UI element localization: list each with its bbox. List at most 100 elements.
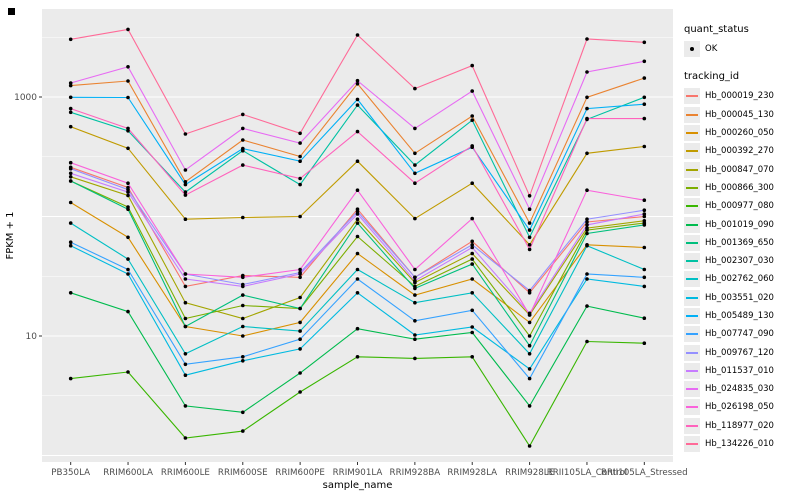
- legend-entry-label: Hb_002307_030: [705, 256, 774, 267]
- data-point: [126, 193, 130, 198]
- legend-entry-Hb_000019_230: Hb_000019_230: [684, 87, 800, 105]
- data-point: [585, 272, 589, 276]
- legend-key-line-icon: [684, 289, 700, 306]
- data-point: [298, 154, 302, 159]
- data-point: [126, 267, 130, 272]
- data-point: [183, 352, 188, 356]
- legend-entry-Hb_009767_120: Hb_009767_120: [684, 343, 800, 361]
- data-point: [183, 300, 188, 305]
- data-point: [241, 334, 245, 338]
- data-point: [241, 293, 245, 297]
- legend-entry-label: Hb_024835_030: [705, 384, 774, 395]
- legend-entry-label: Hb_007747_090: [705, 329, 774, 340]
- data-point: [527, 320, 532, 325]
- data-point: [298, 371, 302, 375]
- data-point: [126, 309, 130, 314]
- data-point: [241, 303, 245, 308]
- data-point: [126, 126, 130, 131]
- data-point: [241, 275, 245, 280]
- y-tick-label: 10: [26, 332, 38, 342]
- legend-key-line-icon: [684, 417, 700, 434]
- data-point: [126, 257, 130, 261]
- data-point: [470, 257, 475, 261]
- data-point: [355, 326, 360, 331]
- legend-entry-label: Hb_000045_130: [705, 109, 774, 120]
- data-point: [298, 176, 302, 181]
- data-point: [470, 63, 475, 68]
- x-tick-label: RRIM901LA: [333, 468, 383, 478]
- data-point: [355, 78, 360, 83]
- data-point: [241, 359, 245, 363]
- legend-entry-label: Hb_026198_050: [705, 402, 774, 413]
- data-point: [585, 304, 589, 308]
- x-tick-label: RRIM600PE: [275, 468, 324, 478]
- data-point: [355, 267, 360, 272]
- data-point: [413, 267, 417, 272]
- data-point: [241, 163, 245, 167]
- data-point: [241, 410, 245, 415]
- data-point: [585, 217, 589, 221]
- legend-key-line-icon: [684, 271, 700, 288]
- data-point: [527, 228, 532, 232]
- data-point: [470, 89, 475, 93]
- data-point: [470, 181, 475, 185]
- legend-key-line-icon: [684, 179, 700, 196]
- legend-key-line-icon: [684, 344, 700, 361]
- legend-entry-label: Hb_134226_010: [705, 439, 774, 450]
- legend-entries: Hb_000019_230 Hb_000045_130 Hb_000260_050 H…: [684, 87, 800, 453]
- data-point: [413, 126, 417, 131]
- data-point: [355, 291, 360, 295]
- legend-entry-Hb_000977_080: Hb_000977_080: [684, 197, 800, 215]
- data-point: [642, 284, 647, 289]
- data-point: [183, 373, 188, 378]
- data-point: [527, 243, 532, 247]
- data-point: [642, 214, 647, 219]
- data-point: [183, 193, 188, 197]
- legend-entry-Hb_000847_070: Hb_000847_070: [684, 160, 800, 178]
- data-point: [126, 27, 130, 32]
- legend-key-line-icon: [684, 161, 700, 178]
- data-point: [585, 188, 589, 192]
- data-point: [298, 159, 302, 163]
- data-point: [126, 370, 130, 374]
- x-tick-label: RRIM600LA: [103, 468, 153, 478]
- data-point: [183, 168, 188, 172]
- legend-entry-Hb_011537_010: Hb_011537_010: [684, 362, 800, 380]
- x-tick-label: RRIM600SE: [218, 468, 268, 478]
- legend-key-line-icon: [684, 308, 700, 324]
- legend-entry-label: Hb_011537_010: [705, 365, 774, 376]
- legend-entry-Hb_000260_050: Hb_000260_050: [684, 124, 800, 142]
- data-point: [68, 95, 73, 100]
- data-point: [413, 171, 417, 176]
- data-point: [527, 313, 532, 317]
- data-point: [241, 324, 245, 329]
- data-point: [68, 243, 73, 248]
- data-point: [298, 182, 302, 187]
- data-point: [126, 181, 130, 185]
- legend-key-line-icon: [684, 106, 700, 123]
- data-point: [355, 251, 360, 256]
- legend-key-line-icon: [684, 399, 700, 416]
- data-point: [298, 267, 302, 272]
- data-point: [413, 286, 417, 291]
- data-point: [585, 70, 589, 74]
- data-point: [527, 444, 532, 448]
- data-point: [68, 110, 73, 115]
- legend-entry-label: Hb_000847_070: [705, 164, 774, 175]
- data-point: [470, 308, 475, 313]
- data-point: [183, 182, 188, 187]
- data-point: [413, 151, 417, 156]
- legend-entry-label: Hb_003551_020: [705, 292, 774, 303]
- legend-entry-Hb_000866_300: Hb_000866_300: [684, 179, 800, 197]
- data-point: [470, 262, 475, 266]
- data-point: [470, 291, 475, 295]
- data-point: [355, 129, 360, 134]
- data-point: [527, 343, 532, 348]
- data-point: [642, 208, 647, 212]
- data-point: [413, 319, 417, 323]
- data-point: [298, 275, 302, 280]
- legend-entry-Hb_000392_270: Hb_000392_270: [684, 142, 800, 160]
- data-point: [126, 207, 130, 211]
